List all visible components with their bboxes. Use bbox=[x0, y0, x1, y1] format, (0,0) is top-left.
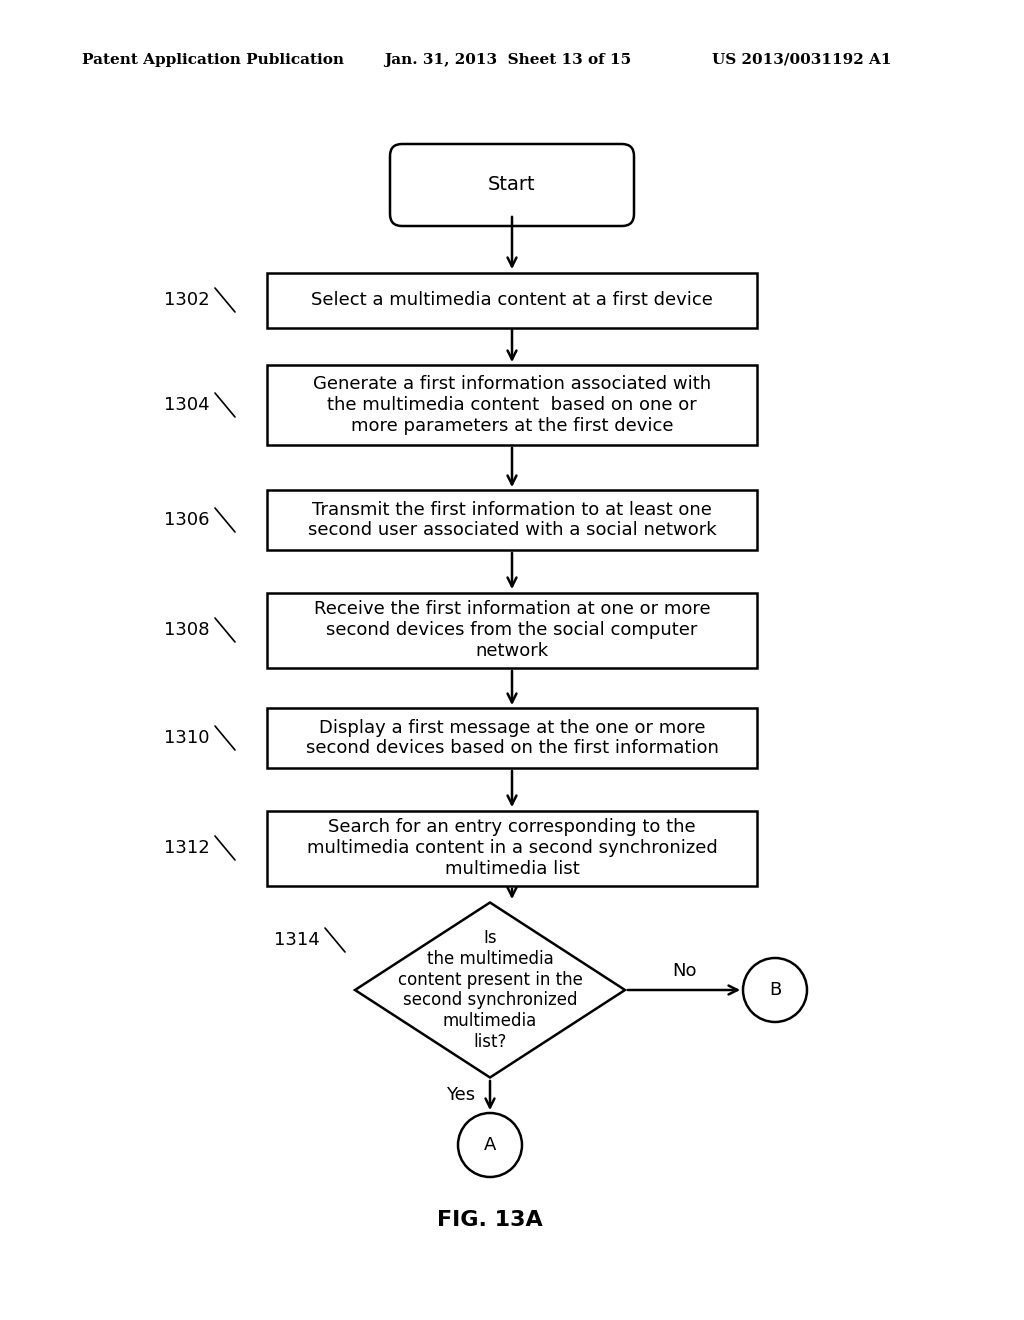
Bar bbox=[267, 490, 757, 550]
Text: 1306: 1306 bbox=[165, 511, 210, 529]
Text: Patent Application Publication: Patent Application Publication bbox=[82, 53, 344, 67]
Text: No: No bbox=[672, 962, 696, 979]
Text: Start: Start bbox=[488, 176, 536, 194]
Text: Select a multimedia content at a first device: Select a multimedia content at a first d… bbox=[311, 290, 713, 309]
Text: 1312: 1312 bbox=[164, 840, 210, 857]
Text: Generate a first information associated with
the multimedia content  based on on: Generate a first information associated … bbox=[313, 375, 711, 434]
Text: Transmit the first information to at least one
second user associated with a soc: Transmit the first information to at lea… bbox=[307, 500, 717, 540]
Bar bbox=[267, 810, 757, 886]
Text: US 2013/0031192 A1: US 2013/0031192 A1 bbox=[712, 53, 891, 67]
Text: 1310: 1310 bbox=[165, 729, 210, 747]
Text: Is
the multimedia
content present in the
second synchronized
multimedia
list?: Is the multimedia content present in the… bbox=[397, 929, 583, 1051]
Text: Search for an entry corresponding to the
multimedia content in a second synchron: Search for an entry corresponding to the… bbox=[306, 818, 718, 878]
Text: B: B bbox=[769, 981, 781, 999]
Text: 1314: 1314 bbox=[274, 931, 319, 949]
Circle shape bbox=[458, 1113, 522, 1177]
Text: FIG. 13A: FIG. 13A bbox=[437, 1210, 543, 1230]
Text: 1308: 1308 bbox=[165, 620, 210, 639]
FancyBboxPatch shape bbox=[390, 144, 634, 226]
Circle shape bbox=[743, 958, 807, 1022]
Polygon shape bbox=[355, 903, 625, 1077]
Text: Display a first message at the one or more
second devices based on the first inf: Display a first message at the one or mo… bbox=[305, 718, 719, 758]
Bar bbox=[267, 593, 757, 668]
Bar bbox=[267, 366, 757, 445]
Text: A: A bbox=[483, 1137, 497, 1154]
Text: Jan. 31, 2013  Sheet 13 of 15: Jan. 31, 2013 Sheet 13 of 15 bbox=[384, 53, 631, 67]
Text: 1304: 1304 bbox=[165, 396, 210, 414]
Text: Receive the first information at one or more
second devices from the social comp: Receive the first information at one or … bbox=[313, 601, 711, 660]
Text: Yes: Yes bbox=[445, 1086, 475, 1105]
Bar bbox=[267, 708, 757, 768]
Bar bbox=[267, 272, 757, 327]
Text: 1302: 1302 bbox=[165, 290, 210, 309]
